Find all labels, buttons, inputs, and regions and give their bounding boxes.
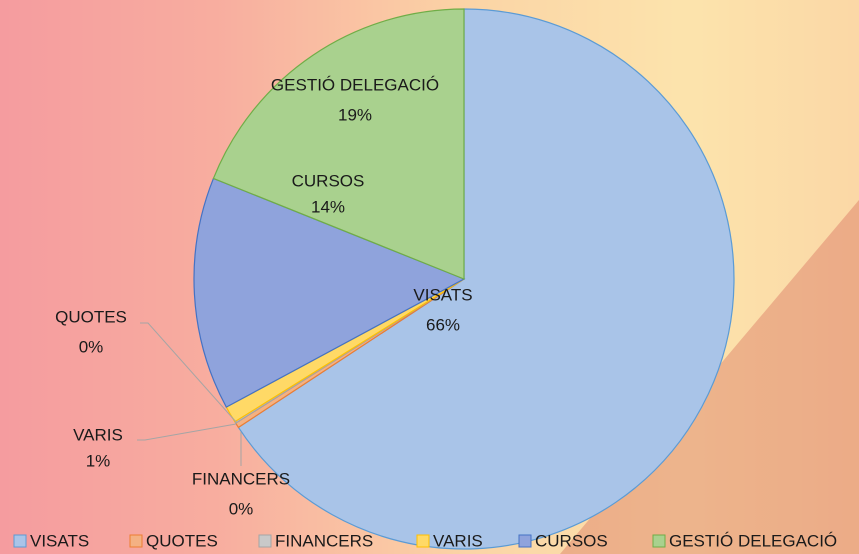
legend: VISATS QUOTES FINANCERS VARIS CURSOS GESTIÓ D… xyxy=(13,531,837,550)
data-label-value: 19% xyxy=(338,105,372,124)
labels: VISATS 66% QUOTES 0% FINANCERS 0% VARIS 1% CURSO… xyxy=(55,75,473,518)
legend-swatch xyxy=(129,534,143,548)
slice xyxy=(237,8,735,550)
data-label-name: VISATS xyxy=(413,285,472,304)
legend-swatch xyxy=(13,534,27,548)
legend-swatch xyxy=(416,534,430,548)
data-label-value: 14% xyxy=(311,197,345,216)
data-label-value: 1% xyxy=(86,451,111,470)
legend-swatch xyxy=(258,534,272,548)
legend-label: VARIS xyxy=(433,531,483,550)
legend-label: GESTIÓ DELEGACIÓ xyxy=(669,531,837,550)
pie xyxy=(193,8,735,550)
data-label-name: GESTIÓ DELEGACIÓ xyxy=(271,75,439,94)
data-label-value: 0% xyxy=(79,337,104,356)
legend-swatch xyxy=(518,534,532,548)
data-label-name: FINANCERS xyxy=(192,469,290,488)
data-label-value: 66% xyxy=(426,315,460,334)
data-label-name: VARIS xyxy=(73,425,123,444)
legend-label: CURSOS xyxy=(535,531,608,550)
data-label-name: CURSOS xyxy=(292,171,365,190)
legend-label: VISATS xyxy=(30,531,89,550)
data-label-name: QUOTES xyxy=(55,307,127,326)
leader-line xyxy=(137,423,237,441)
slice xyxy=(193,177,466,408)
slice xyxy=(212,8,465,280)
legend-swatch xyxy=(652,534,666,548)
leader-line xyxy=(140,322,238,424)
data-label-value: 0% xyxy=(229,499,254,518)
legend-label: FINANCERS xyxy=(275,531,373,550)
legend-label: QUOTES xyxy=(146,531,218,550)
